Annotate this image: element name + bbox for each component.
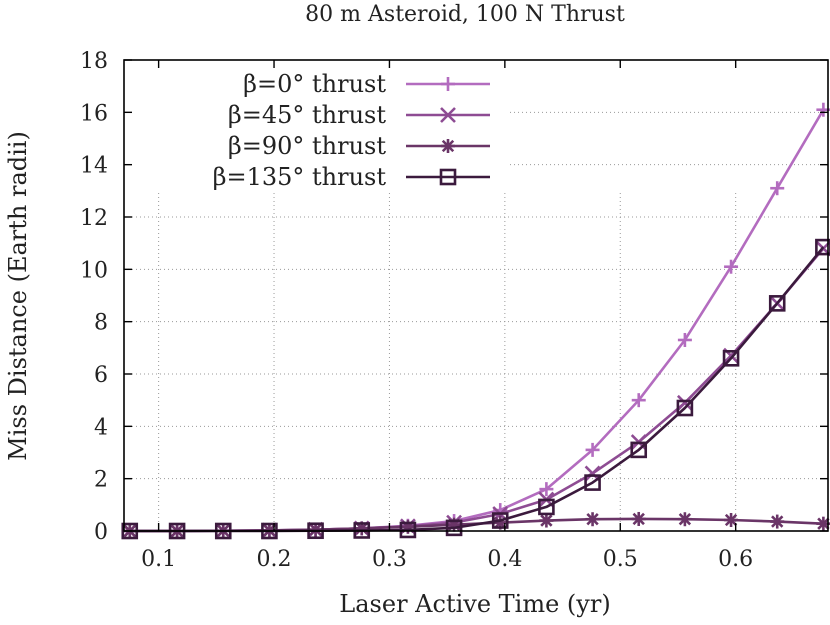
square-marker — [439, 168, 457, 186]
y-tick-label: 18 — [80, 49, 108, 74]
square-marker — [491, 512, 509, 529]
square-marker — [445, 519, 463, 537]
y-tick-label: 10 — [80, 258, 108, 283]
y-tick-label: 14 — [80, 154, 108, 179]
legend: β=0° thrust β=45° thrust β=90° thrust β=135… — [213, 70, 490, 191]
legend-entry: β=90° thrust — [228, 132, 490, 160]
x-marker — [440, 107, 456, 123]
x-tick-label: 0.5 — [603, 547, 638, 572]
plot-frame — [123, 59, 829, 532]
legend-label: β=135° thrust — [213, 163, 387, 191]
legend-entry: β=135° thrust — [213, 163, 490, 191]
square-marker — [584, 474, 601, 491]
asterisk-marker — [816, 516, 830, 531]
x-tick-label: 0.3 — [372, 547, 407, 572]
series-line — [129, 247, 825, 533]
square-marker — [722, 349, 740, 367]
x-tick-label: 0.6 — [718, 547, 753, 572]
x-tick-label: 0.4 — [487, 547, 522, 572]
asterisk-marker — [677, 512, 692, 527]
square-marker — [399, 521, 417, 539]
y-tick-label: 6 — [94, 363, 108, 388]
square-marker — [676, 399, 694, 417]
y-tick-label: 2 — [94, 468, 108, 493]
y-tick-label: 12 — [80, 206, 108, 231]
chart-title: 80 m Asteroid, 100 N Thrust — [305, 2, 625, 27]
plus-marker — [677, 332, 692, 347]
asterisk-marker — [441, 139, 455, 153]
square-marker — [768, 295, 786, 312]
grid — [124, 111, 828, 531]
plus-marker — [441, 77, 455, 91]
asterisk-marker — [770, 514, 785, 529]
legend-label: β=45° thrust — [228, 101, 387, 129]
asterisk-marker — [539, 513, 554, 528]
plus-marker — [585, 442, 600, 457]
x-marker — [676, 394, 693, 411]
asterisk-marker — [585, 512, 600, 527]
x-tick-label: 0.2 — [257, 547, 292, 572]
asterisk-marker — [724, 513, 739, 528]
x-tick-label: 0.1 — [141, 547, 176, 572]
plus-marker — [770, 181, 785, 196]
square-marker — [630, 441, 648, 459]
square-marker — [815, 238, 830, 256]
square-marker — [538, 498, 555, 516]
plus-marker — [724, 259, 739, 274]
ticks: 0.1 0.2 0.3 0.4 0.5 0.6 0 2 4 6 8 10 12 14 16 18 — [80, 49, 828, 572]
series-1 — [121, 240, 830, 539]
y-axis-label: Miss Distance (Earth radii) — [4, 131, 32, 461]
legend-label: β=90° thrust — [228, 132, 387, 160]
y-tick-label: 4 — [94, 415, 108, 440]
legend-label: β=0° thrust — [243, 70, 386, 98]
plus-marker — [631, 393, 646, 408]
y-tick-label: 0 — [94, 520, 108, 545]
asterisk-marker — [631, 511, 646, 526]
series-line — [129, 246, 825, 533]
x-axis-label: Laser Active Time (yr) — [339, 590, 610, 618]
legend-entry: β=0° thrust — [243, 70, 490, 98]
legend-entry: β=45° thrust — [228, 101, 490, 129]
plus-marker — [539, 482, 554, 497]
y-tick-label: 8 — [94, 311, 108, 336]
y-tick-label: 16 — [80, 101, 108, 126]
series-3 — [121, 238, 830, 540]
